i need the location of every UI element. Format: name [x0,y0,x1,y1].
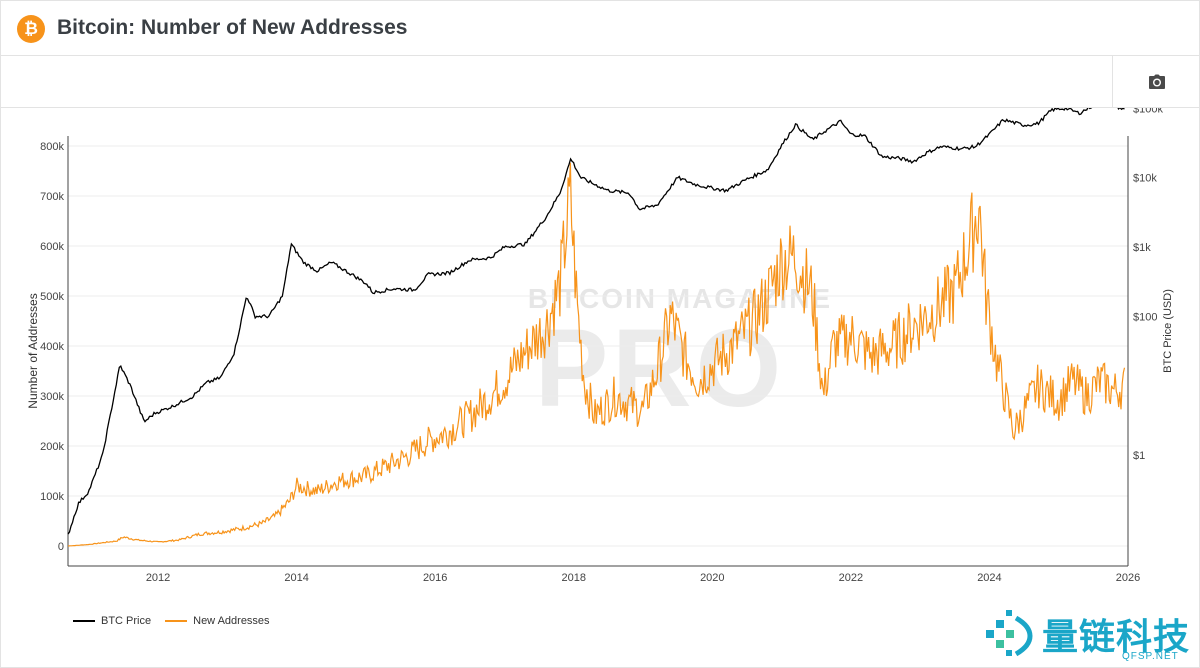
x-tick-label: 2024 [977,572,1001,584]
brand-logo-icon [986,610,1033,657]
y2-tick-label: $100k [1133,108,1163,115]
chart-toolbar [0,56,1200,108]
legend-swatch-new-addresses [165,620,188,622]
bitcoin-logo-icon: ₿ [17,15,45,43]
x-tick-label: 2020 [700,572,724,584]
y2-tick-label: $1 [1133,450,1145,462]
chart-area: BITCOIN MAGAZINE PRO 0 100k 200k 300k 400k 500… [0,102,1200,668]
chart-header: ₿ Bitcoin: Number of New Addresses [0,0,1200,56]
download-image-button[interactable] [1112,56,1200,108]
new-addresses-series [67,162,1126,547]
camera-icon [1148,74,1165,89]
brand-url: QFSP.NET [1122,651,1179,662]
x-tick-label: 2026 [1116,572,1140,584]
y-tick-label: 200k [40,441,64,453]
x-tick-label: 2022 [839,572,863,584]
btc-price-series [67,102,1125,535]
legend: BTC Price New Addresses [73,615,284,627]
btc-price-line [67,102,1125,535]
y-tick-label: 500k [40,291,64,303]
y2-axis-title: BTC Price (USD) [1162,289,1174,373]
y-tick-label: 700k [40,191,64,203]
page-title: Bitcoin: Number of New Addresses [57,16,408,39]
y-tick-label: 400k [40,341,64,353]
y2-tick-label: $1k [1133,242,1151,254]
y-tick-label: 0 [58,541,64,553]
x-tick-label: 2014 [284,572,308,584]
y-tick-label: 300k [40,391,64,403]
tick-labels: 0 100k 200k 300k 400k 500k 600k 700k 800k $1 $100 $… [26,103,1174,584]
y2-tick-label: $100 [1133,311,1157,323]
x-tick-label: 2016 [423,572,447,584]
y2-tick-label: $10k [1133,173,1157,185]
y-tick-label: 100k [40,491,64,503]
brand-watermark: 量链科技 QFSP.NET [980,606,1198,666]
legend-item-new-addresses[interactable]: New Addresses [165,615,270,627]
x-tick-label: 2018 [562,572,586,584]
legend-label-btc-price: BTC Price [101,615,152,627]
axes [67,136,1129,567]
legend-swatch-btc-price [73,620,95,622]
gridlines [68,145,1128,547]
y-axis-title: Number of Addresses [26,293,40,408]
new-addresses-line [67,162,1126,547]
y-tick-label: 600k [40,241,64,253]
y-tick-label: 800k [40,141,64,153]
legend-item-btc-price[interactable]: BTC Price [73,615,151,627]
x-tick-label: 2012 [146,572,170,584]
legend-label-new-addresses: New Addresses [193,615,270,627]
brand-name: 量链科技 [1042,617,1191,658]
